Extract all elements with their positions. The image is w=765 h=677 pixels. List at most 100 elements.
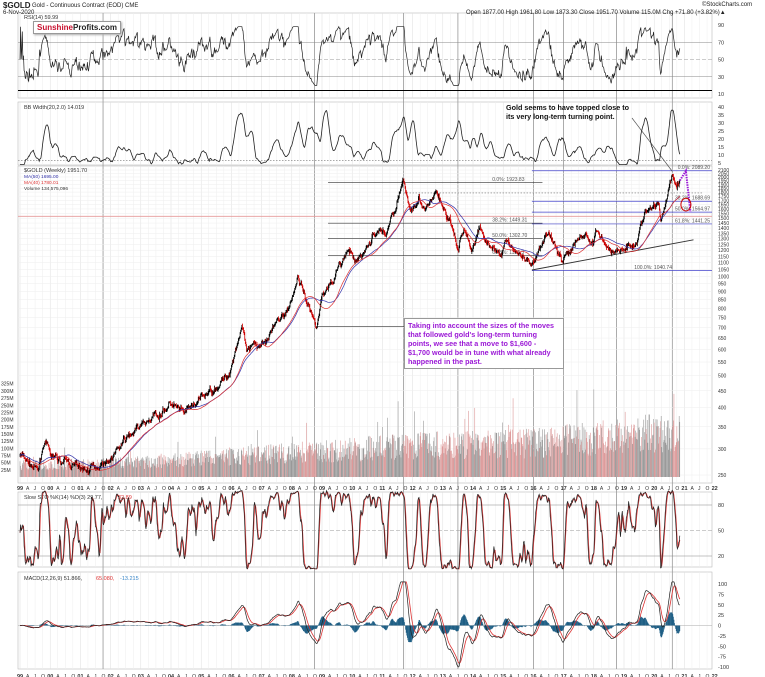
price-tick-label: 1550 xyxy=(718,212,729,218)
macd-tick-label: 50 xyxy=(718,603,724,609)
x-month-label: J xyxy=(668,486,671,492)
x-month-label: J xyxy=(547,486,550,492)
price-tick-label: 1850 xyxy=(718,186,729,192)
x-month-label: O xyxy=(494,486,498,492)
bb-tick-label: 15 xyxy=(718,145,724,151)
x-tick-label: 05 xyxy=(198,486,204,492)
panel-frame xyxy=(17,571,713,670)
fib-left-label: 50.0%: 1302.70 xyxy=(492,233,527,239)
price-tick-label: 750 xyxy=(718,316,727,322)
x-tick-label: 17 xyxy=(561,486,567,492)
volume-tick-label: 175M xyxy=(1,425,14,431)
x-tick-label: 10 xyxy=(349,674,355,677)
x-tick-label: 13 xyxy=(440,486,446,492)
x-month-label: A xyxy=(660,674,664,677)
rsi-tick-label: 70 xyxy=(718,40,724,46)
x-tick-label: 19 xyxy=(621,486,627,492)
price-legend: $GOLD (Weekly) 1951.70 xyxy=(24,168,87,174)
price-tick-label: 1750 xyxy=(718,194,729,200)
price-tick-label: 1350 xyxy=(718,231,729,237)
x-month-label: O xyxy=(192,674,196,677)
x-tick-label: 05 xyxy=(198,674,204,677)
annotation-pointer xyxy=(631,117,673,172)
x-tick-label: 00 xyxy=(47,486,53,492)
x-tick-label: 04 xyxy=(168,486,175,492)
x-month-label: O xyxy=(615,674,619,677)
price-tick-label: 1600 xyxy=(718,207,729,213)
x-month-label: O xyxy=(555,486,559,492)
x-tick-label: 01 xyxy=(77,674,83,677)
x-month-label: A xyxy=(570,486,574,492)
symbol: $GOLD xyxy=(3,1,31,10)
stoch-tick-label: 20 xyxy=(718,554,724,560)
x-month-label: J xyxy=(124,486,127,492)
x-month-label: J xyxy=(245,486,248,492)
x-month-label: O xyxy=(706,674,710,677)
price-tick-label: 500 xyxy=(718,374,727,380)
x-month-label: O xyxy=(434,674,438,677)
volume-tick-label: 275M xyxy=(1,396,14,402)
bb-tick-label: 20 xyxy=(718,137,724,143)
x-month-label: O xyxy=(343,486,347,492)
macd-signal-legend: 65.080, xyxy=(96,576,115,582)
price-tick-label: 1700 xyxy=(718,198,729,204)
macd-tick-label: -75 xyxy=(718,655,726,661)
x-tick-label: 22 xyxy=(712,486,718,492)
volume-tick-label: 150M xyxy=(1,432,14,438)
x-month-label: A xyxy=(690,674,694,677)
x-month-label: J xyxy=(396,674,399,677)
x-tick-label: 08 xyxy=(289,674,295,677)
x-month-label: A xyxy=(147,486,151,492)
x-month-label: O xyxy=(404,486,408,492)
price-tick-label: 2050 xyxy=(718,171,729,177)
stoch-d-legend: 32.89 xyxy=(118,495,132,501)
price-tick-label: 900 xyxy=(718,289,727,295)
panel-frame xyxy=(17,101,713,166)
x-month-label: J xyxy=(34,674,37,677)
x-tick-label: 07 xyxy=(259,674,265,677)
panel-frame xyxy=(17,491,713,568)
x-month-label: O xyxy=(615,486,619,492)
macd-tick-label: -25 xyxy=(718,634,726,640)
x-month-label: O xyxy=(41,486,45,492)
x-month-label: O xyxy=(162,486,166,492)
x-tick-label: 20 xyxy=(651,486,657,492)
x-month-label: J xyxy=(577,674,580,677)
fib-right-label: 100.0%: 1040.74 xyxy=(634,265,672,271)
x-tick-label: 12 xyxy=(410,674,416,677)
x-month-label: A xyxy=(419,486,423,492)
volume-tick-label: 25M xyxy=(1,468,11,474)
rsi-legend: RSI(14) 59.99 xyxy=(24,15,58,21)
bb-width-line xyxy=(20,109,681,166)
x-tick-label: 02 xyxy=(108,486,114,492)
x-tick-label: 21 xyxy=(681,674,687,677)
x-month-label: A xyxy=(237,486,241,492)
price-tick-label: 250 xyxy=(718,473,727,479)
price-tick-label: 1300 xyxy=(718,237,729,243)
x-month-label: J xyxy=(517,674,520,677)
x-tick-label: 00 xyxy=(47,674,53,677)
fib-left-label: 0.0%: 1923.83 xyxy=(492,177,524,183)
x-month-label: A xyxy=(268,674,272,677)
rsi-tick-label: 50 xyxy=(718,58,724,64)
price-tick-label: 1650 xyxy=(718,203,729,209)
x-month-label: A xyxy=(86,674,90,677)
x-tick-label: 01 xyxy=(77,486,83,492)
x-month-label: O xyxy=(283,674,287,677)
panel-frame xyxy=(17,12,713,99)
macd-tick-label: 25 xyxy=(718,613,724,619)
price-tick-label: 550 xyxy=(718,360,727,366)
bb-tick-label: 5 xyxy=(718,161,721,167)
x-month-label: A xyxy=(207,674,211,677)
x-month-label: A xyxy=(56,486,60,492)
x-month-label: J xyxy=(547,674,550,677)
x-tick-label: 14 xyxy=(470,674,477,677)
bb-tick-label: 40 xyxy=(718,105,724,111)
x-month-label: J xyxy=(396,486,399,492)
x-tick-label: 99 xyxy=(17,486,23,492)
x-month-label: A xyxy=(147,674,151,677)
macd-legend: MACD(12,26,9) 51.866, xyxy=(24,576,83,582)
x-month-label: A xyxy=(449,486,453,492)
x-month-label: J xyxy=(517,486,520,492)
x-month-label: J xyxy=(94,486,97,492)
